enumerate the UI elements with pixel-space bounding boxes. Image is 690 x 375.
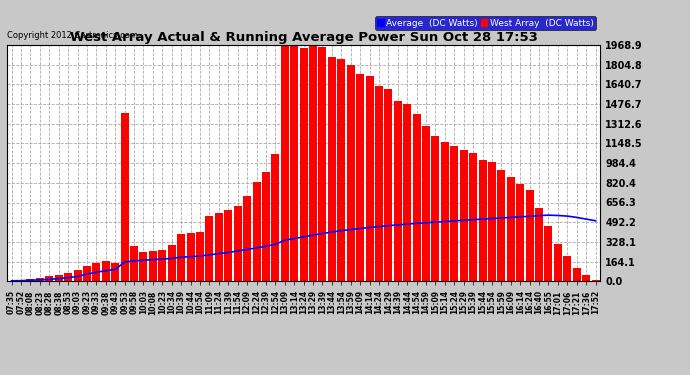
Bar bbox=[149, 251, 157, 281]
Bar bbox=[535, 208, 543, 281]
Bar bbox=[243, 196, 251, 281]
Bar bbox=[403, 104, 411, 281]
Bar bbox=[319, 47, 326, 281]
Bar bbox=[591, 280, 600, 281]
Bar bbox=[102, 261, 110, 281]
Bar bbox=[451, 146, 458, 281]
Bar bbox=[271, 154, 279, 281]
Bar bbox=[36, 278, 44, 281]
Bar bbox=[17, 280, 25, 281]
Bar bbox=[196, 232, 204, 281]
Text: Copyright 2012 Cartronics.com: Copyright 2012 Cartronics.com bbox=[7, 31, 138, 40]
Bar bbox=[413, 114, 421, 281]
Bar bbox=[563, 256, 571, 281]
Bar bbox=[460, 150, 468, 281]
Bar bbox=[366, 76, 373, 281]
Bar bbox=[526, 190, 533, 281]
Bar bbox=[375, 86, 383, 281]
Bar bbox=[497, 170, 505, 281]
Bar bbox=[488, 162, 496, 281]
Bar bbox=[92, 263, 100, 281]
Bar bbox=[111, 262, 119, 281]
Bar bbox=[55, 274, 63, 281]
Bar bbox=[215, 213, 223, 281]
Bar bbox=[384, 89, 393, 281]
Bar bbox=[309, 34, 317, 281]
Bar bbox=[253, 182, 261, 281]
Bar bbox=[64, 273, 72, 281]
Bar bbox=[573, 268, 581, 281]
Bar bbox=[479, 160, 486, 281]
Bar bbox=[469, 153, 477, 281]
Bar bbox=[394, 101, 402, 281]
Bar bbox=[168, 245, 176, 281]
Bar bbox=[356, 74, 364, 281]
Bar bbox=[186, 233, 195, 281]
Bar bbox=[26, 279, 34, 281]
Bar bbox=[206, 216, 213, 281]
Bar bbox=[281, 46, 288, 281]
Bar bbox=[234, 206, 242, 281]
Bar bbox=[431, 136, 440, 281]
Bar bbox=[83, 266, 91, 281]
Bar bbox=[337, 59, 345, 281]
Bar bbox=[422, 126, 430, 281]
Bar bbox=[139, 252, 148, 281]
Bar bbox=[582, 274, 590, 281]
Bar bbox=[121, 113, 128, 281]
Bar bbox=[346, 65, 355, 281]
Bar bbox=[130, 246, 138, 281]
Bar bbox=[328, 57, 336, 281]
Bar bbox=[290, 39, 298, 281]
Bar bbox=[507, 177, 515, 281]
Bar bbox=[46, 276, 53, 281]
Bar bbox=[224, 210, 233, 281]
Bar bbox=[158, 250, 166, 281]
Bar bbox=[299, 48, 308, 281]
Bar bbox=[262, 172, 270, 281]
Bar bbox=[177, 234, 185, 281]
Title: West Array Actual & Running Average Power Sun Oct 28 17:53: West Array Actual & Running Average Powe… bbox=[70, 31, 538, 44]
Bar bbox=[441, 142, 449, 281]
Bar bbox=[8, 280, 16, 281]
Legend: Average  (DC Watts), West Array  (DC Watts): Average (DC Watts), West Array (DC Watts… bbox=[375, 16, 595, 30]
Bar bbox=[544, 226, 553, 281]
Bar bbox=[516, 184, 524, 281]
Bar bbox=[74, 270, 81, 281]
Bar bbox=[554, 244, 562, 281]
